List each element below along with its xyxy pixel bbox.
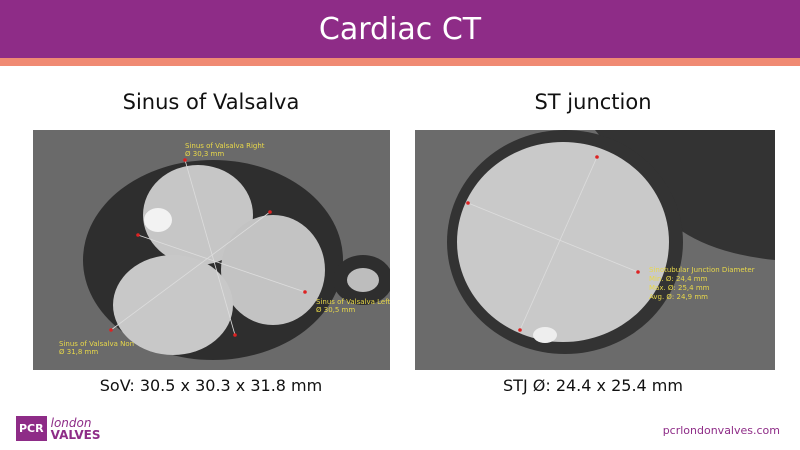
accent-strip bbox=[0, 58, 800, 66]
logo-line: london bbox=[50, 415, 92, 430]
panel-caption: STJ Ø: 24.4 x 25.4 mm bbox=[503, 376, 683, 395]
panel-title: Sinus of Valsalva bbox=[122, 90, 300, 114]
annotation: Sinotubular Junction Diameter bbox=[649, 266, 755, 274]
logo-mark: PCR bbox=[16, 416, 47, 441]
ct-image-sov: Sinus of Valsalva Right Ø 30,3 mm Sinus … bbox=[33, 130, 390, 370]
annotation: Avg. Ø: 24,9 mm bbox=[649, 293, 708, 301]
slide-title: Cardiac CT bbox=[0, 0, 800, 58]
logo: PCR london VALVES bbox=[16, 416, 101, 441]
footer-url: pcrlondonvalves.com bbox=[662, 424, 780, 437]
logo-line: VALVES bbox=[50, 427, 101, 442]
ct-image-stj: Sinotubular Junction Diameter Min. Ø: 24… bbox=[415, 130, 775, 370]
annotation: Sinus of Valsalva Left bbox=[316, 298, 390, 306]
annotation: Ø 31,8 mm bbox=[59, 348, 98, 356]
panel-caption: SoV: 30.5 x 30.3 x 31.8 mm bbox=[99, 376, 323, 395]
annotation: Sinus of Valsalva Non bbox=[59, 340, 134, 348]
annotation: Min. Ø: 24,4 mm bbox=[649, 275, 708, 283]
annotation: Sinus of Valsalva Right bbox=[185, 142, 265, 150]
annotation: Ø 30,3 mm bbox=[185, 150, 224, 158]
annotation: Max. Ø: 25,4 mm bbox=[649, 284, 710, 292]
panel-title: ST junction bbox=[534, 90, 652, 114]
annotation: Ø 30,5 mm bbox=[316, 306, 355, 314]
